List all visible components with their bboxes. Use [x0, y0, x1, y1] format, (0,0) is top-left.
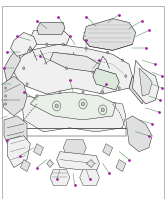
Polygon shape [47, 160, 53, 168]
Polygon shape [11, 32, 37, 56]
Polygon shape [103, 144, 113, 156]
Polygon shape [14, 44, 132, 94]
Circle shape [107, 51, 109, 54]
Polygon shape [2, 76, 27, 116]
Circle shape [55, 104, 58, 108]
Circle shape [102, 91, 104, 93]
Polygon shape [129, 76, 146, 104]
Polygon shape [132, 60, 159, 104]
Polygon shape [34, 144, 43, 156]
Circle shape [81, 102, 85, 106]
Polygon shape [30, 92, 116, 120]
Polygon shape [50, 52, 99, 72]
Circle shape [5, 87, 7, 89]
Circle shape [36, 95, 38, 97]
Polygon shape [30, 30, 70, 44]
Polygon shape [7, 136, 30, 168]
Polygon shape [57, 152, 99, 171]
Circle shape [23, 67, 25, 70]
Circle shape [59, 91, 61, 93]
Polygon shape [4, 48, 20, 84]
Polygon shape [93, 68, 119, 90]
Polygon shape [50, 170, 70, 185]
Circle shape [26, 83, 28, 86]
Circle shape [46, 43, 48, 46]
Circle shape [29, 49, 32, 52]
Circle shape [65, 67, 68, 70]
Circle shape [5, 95, 7, 97]
Polygon shape [83, 19, 136, 50]
Circle shape [62, 43, 64, 46]
Polygon shape [126, 116, 152, 152]
Circle shape [92, 71, 94, 74]
Polygon shape [139, 68, 152, 96]
Circle shape [118, 87, 120, 89]
Circle shape [5, 103, 7, 105]
Polygon shape [20, 160, 30, 171]
Polygon shape [20, 88, 126, 132]
Polygon shape [37, 23, 65, 34]
Circle shape [85, 47, 87, 50]
Polygon shape [116, 160, 126, 171]
Polygon shape [80, 170, 99, 185]
Circle shape [121, 59, 124, 62]
Polygon shape [63, 140, 86, 156]
Polygon shape [4, 116, 27, 148]
Polygon shape [86, 160, 94, 168]
Circle shape [82, 91, 84, 93]
Circle shape [125, 75, 127, 78]
Circle shape [101, 108, 104, 112]
